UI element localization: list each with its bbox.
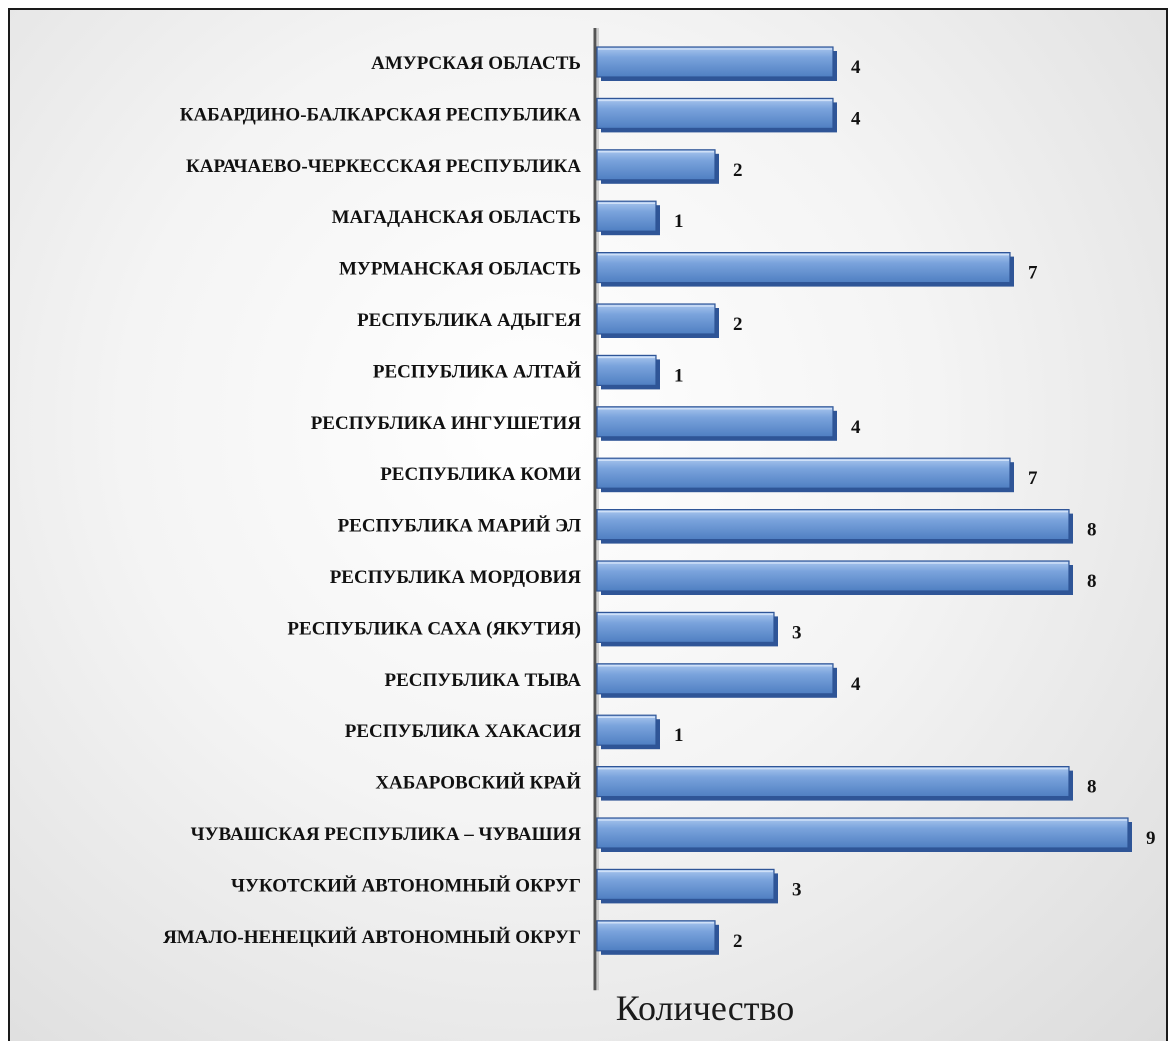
category-label: РЕСПУБЛИКА АЛТАЙ	[373, 360, 581, 382]
bar-face	[596, 714, 657, 746]
bar-face	[596, 611, 775, 644]
category-label: РЕСПУБЛИКА САХА (ЯКУТИЯ)	[287, 618, 581, 639]
category-label: РЕСПУБЛИКА ТЫВА	[384, 670, 581, 691]
value-label: 2	[733, 160, 743, 181]
bar-face	[596, 663, 834, 695]
category-label: ХАБАРОВСКИЙ КРАЙ	[375, 772, 581, 794]
bar-face	[596, 457, 1011, 489]
bar	[596, 46, 837, 81]
value-label: 4	[851, 108, 861, 129]
bar-face	[596, 252, 1011, 284]
value-label: 2	[733, 314, 743, 335]
bar	[596, 406, 837, 441]
category-label: ЧУВАШСКАЯ РЕСПУБЛИКА – ЧУВАШИЯ	[191, 824, 582, 845]
value-label: 1	[674, 365, 684, 386]
bar	[596, 200, 660, 236]
bar	[596, 354, 660, 390]
value-label: 3	[792, 879, 802, 900]
value-label: 1	[674, 725, 684, 746]
bar	[596, 252, 1014, 287]
value-label: 4	[851, 57, 861, 78]
value-label: 2	[733, 931, 743, 952]
bar-face	[596, 406, 834, 438]
x-axis-title: Количество	[616, 988, 794, 1028]
bar-face	[596, 303, 716, 335]
value-label: 7	[1028, 263, 1038, 284]
category-label: МУРМАНСКАЯ ОБЛАСТЬ	[339, 259, 581, 280]
bar	[596, 509, 1073, 544]
bar	[596, 97, 837, 133]
bar	[596, 817, 1132, 852]
bar	[596, 149, 719, 184]
category-label: МАГАДАНСКАЯ ОБЛАСТЬ	[332, 207, 581, 228]
category-label: ЧУКОТСКИЙ АВТОНОМНЫЙ ОКРУГ	[231, 874, 581, 896]
category-label: РЕСПУБЛИКА МАРИЙ ЭЛ	[338, 515, 581, 537]
bar	[596, 663, 837, 698]
bar	[596, 560, 1073, 595]
bar	[596, 457, 1014, 493]
bar	[596, 765, 1073, 801]
bar-face	[596, 765, 1070, 798]
value-label: 8	[1087, 777, 1097, 798]
category-label: АМУРСКАЯ ОБЛАСТЬ	[371, 53, 581, 74]
chart-frame: АМУРСКАЯ ОБЛАСТЬ 4 КАБАРДИНО-БАЛКАРСКАЯ РЕ…	[8, 8, 1168, 1041]
value-label: 1	[674, 211, 684, 232]
bar-face	[596, 354, 657, 386]
bar	[596, 868, 778, 904]
bar-face	[596, 817, 1129, 849]
bar-face	[596, 868, 775, 901]
category-label: РЕСПУБЛИКА ХАКАСИЯ	[345, 721, 581, 742]
value-label: 4	[851, 674, 861, 695]
bar-face	[596, 149, 716, 181]
bar-face	[596, 509, 1070, 541]
category-label: КАБАРДИНО-БАЛКАРСКАЯ РЕСПУБЛИКА	[180, 104, 582, 125]
bar-face	[596, 560, 1070, 592]
bar-face	[596, 920, 716, 952]
category-label: РЕСПУБЛИКА ИНГУШЕТИЯ	[311, 413, 582, 434]
value-label: 8	[1087, 571, 1097, 592]
category-label: РЕСПУБЛИКА КОМИ	[380, 464, 581, 485]
bar	[596, 714, 660, 750]
value-label: 7	[1028, 468, 1038, 489]
category-label: РЕСПУБЛИКА АДЫГЕЯ	[357, 310, 581, 331]
bar-face	[596, 200, 657, 232]
bar-chart: АМУРСКАЯ ОБЛАСТЬ 4 КАБАРДИНО-БАЛКАРСКАЯ РЕ…	[163, 28, 1156, 1028]
value-label: 9	[1146, 828, 1156, 849]
value-label: 8	[1087, 520, 1097, 541]
value-label: 3	[792, 622, 802, 643]
category-label: РЕСПУБЛИКА МОРДОВИЯ	[330, 567, 582, 588]
bar	[596, 611, 778, 647]
category-label: КАРАЧАЕВО-ЧЕРКЕССКАЯ РЕСПУБЛИКА	[186, 156, 581, 177]
category-label: ЯМАЛО-НЕНЕЦКИЙ АВТОНОМНЫЙ ОКРУГ	[163, 926, 581, 948]
bar	[596, 920, 719, 955]
bar-face	[596, 97, 834, 130]
bar	[596, 303, 719, 338]
bar-face	[596, 46, 834, 78]
value-label: 4	[851, 417, 861, 438]
